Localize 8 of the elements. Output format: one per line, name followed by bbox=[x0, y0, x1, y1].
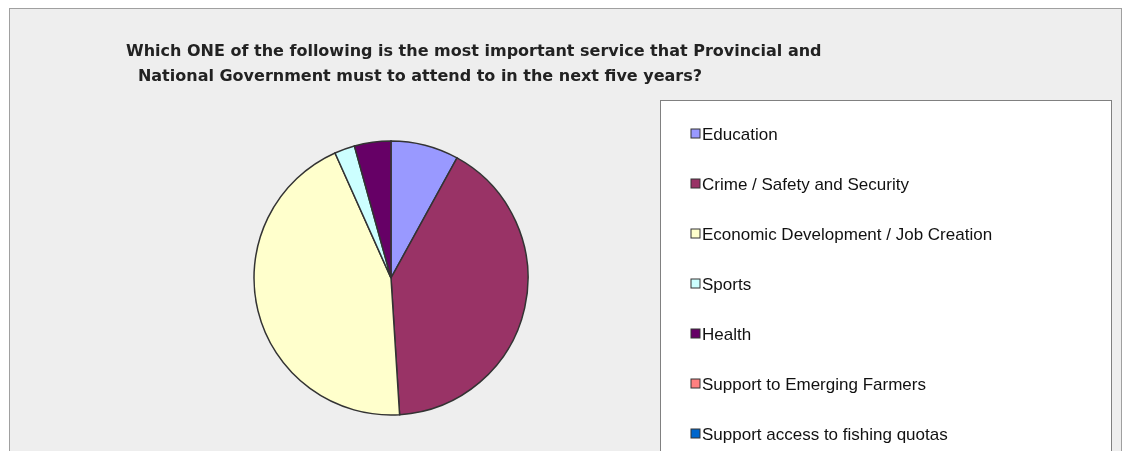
legend-label: Support access to fishing quotas bbox=[702, 425, 948, 444]
legend-label: Crime / Safety and Security bbox=[702, 175, 910, 194]
legend-label: Education bbox=[702, 125, 778, 144]
legend-label: Support to Emerging Farmers bbox=[702, 375, 926, 394]
legend-label: Health bbox=[702, 325, 752, 344]
chart-title: Which ONE of the following is the most important service that Provincial and National Government must to attend to in the next five years? bbox=[126, 41, 822, 85]
legend-label: Economic Development / Job Creation bbox=[702, 225, 993, 244]
legend-label: Sports bbox=[702, 275, 752, 294]
